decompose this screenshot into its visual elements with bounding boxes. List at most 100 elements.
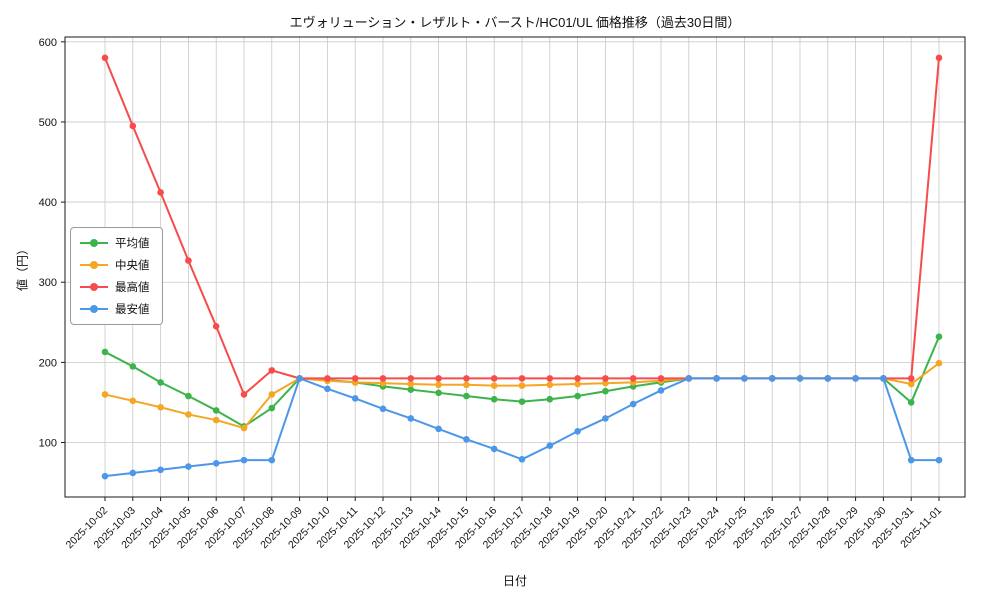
y-tick-label: 400 (39, 197, 57, 209)
data-point-average (602, 387, 609, 395)
data-point-min (546, 442, 554, 450)
y-tick-label: 500 (39, 117, 57, 129)
grid-lines (65, 37, 965, 497)
legend-marker-icon (80, 261, 108, 269)
data-point-max (935, 54, 943, 62)
data-point-min (185, 463, 192, 470)
data-point-average (518, 398, 526, 405)
data-point-max (602, 375, 609, 382)
legend-label-max: 最高値 (115, 282, 150, 294)
data-point-median (185, 411, 192, 418)
data-point-median (490, 382, 498, 389)
data-point-average (185, 392, 192, 400)
data-point-min (880, 375, 887, 382)
data-point-median (212, 416, 220, 424)
data-point-min (351, 395, 359, 402)
data-point-min (768, 375, 776, 382)
data-point-average (935, 333, 943, 341)
data-point-median (935, 359, 943, 367)
data-point-median (574, 380, 581, 388)
data-point-min (852, 375, 859, 382)
y-axis-ticks: 100 200 300 400 500 600 (39, 37, 65, 450)
data-point-average (546, 395, 554, 403)
data-point-median (407, 380, 415, 388)
series-min (101, 375, 943, 480)
data-point-min (379, 405, 387, 413)
data-point-max (212, 323, 220, 330)
data-point-min (685, 375, 693, 382)
data-point-max (490, 375, 498, 382)
legend-label-median: 中央値 (115, 260, 150, 272)
data-point-min (129, 469, 137, 477)
data-point-median (157, 403, 164, 411)
legend-item-median: 中央値 (80, 257, 150, 273)
data-point-average (407, 386, 415, 393)
data-point-average (574, 392, 581, 400)
data-point-min (518, 456, 526, 463)
data-point-min (296, 375, 303, 382)
y-tick-label: 200 (39, 357, 57, 369)
data-point-median (240, 424, 248, 432)
data-point-max (435, 375, 442, 382)
data-point-median (463, 381, 470, 389)
data-point-min (907, 456, 915, 464)
data-point-median (101, 391, 109, 398)
data-point-max (629, 375, 637, 382)
legend-label-average: 平均値 (115, 238, 150, 250)
y-axis-label: 値（円） (15, 242, 30, 292)
data-point-median (546, 381, 554, 389)
data-point-max (185, 257, 192, 264)
data-point-min (407, 415, 415, 422)
data-point-max (240, 391, 248, 398)
data-point-min (490, 445, 498, 453)
legend-marker-icon (80, 305, 108, 313)
data-point-average (435, 389, 442, 397)
data-point-median (518, 382, 526, 389)
data-point-min (741, 375, 748, 382)
data-point-max (518, 375, 526, 382)
y-tick-label: 100 (39, 438, 57, 450)
data-point-average (463, 392, 470, 400)
data-point-min (435, 425, 442, 433)
legend-marker-icon (80, 239, 108, 247)
data-point-median (907, 380, 915, 388)
data-point-average (907, 399, 915, 406)
data-point-average (129, 363, 137, 370)
data-point-min (324, 385, 331, 393)
data-point-average (101, 348, 109, 356)
data-point-max (101, 54, 109, 62)
data-point-min (713, 375, 720, 382)
data-point-min (101, 472, 109, 480)
data-point-median (435, 381, 442, 389)
data-point-average (490, 395, 498, 403)
data-point-min (240, 456, 248, 464)
y-tick-label: 600 (39, 37, 57, 49)
data-point-min (935, 456, 943, 464)
data-point-max (379, 375, 387, 382)
legend-marker-icon (80, 283, 108, 291)
data-point-median (268, 391, 276, 398)
data-point-min (157, 466, 164, 474)
data-point-min (212, 460, 220, 467)
data-point-max (574, 375, 581, 382)
data-point-max (407, 375, 415, 382)
x-axis-ticks: 2025-10-022025-10-032025-10-042025-10-05… (64, 497, 944, 551)
data-point-average (212, 407, 220, 414)
chart-title: エヴォリューション・レザルト・バースト/HC01/UL 価格推移（過去30日間） (289, 15, 741, 30)
data-point-min (268, 456, 276, 464)
x-axis-label: 日付 (502, 574, 528, 588)
data-point-min (463, 435, 470, 443)
data-point-max (129, 122, 137, 130)
legend-item-min: 最安値 (80, 301, 150, 317)
data-point-max (268, 367, 276, 374)
data-point-min (602, 415, 609, 422)
data-point-max (463, 375, 470, 382)
data-point-max (546, 375, 554, 382)
data-point-min (574, 427, 581, 435)
data-point-min (796, 375, 804, 382)
data-point-median (379, 379, 387, 387)
data-point-min (824, 375, 832, 382)
data-point-max (907, 375, 915, 382)
